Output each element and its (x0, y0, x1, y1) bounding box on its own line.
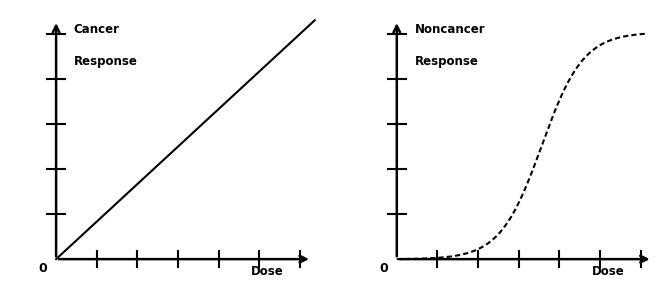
Text: 0: 0 (379, 262, 388, 275)
Text: 0: 0 (39, 262, 47, 275)
Text: Dose: Dose (251, 265, 284, 278)
Text: Noncancer: Noncancer (414, 23, 485, 36)
Text: Cancer: Cancer (73, 23, 120, 36)
Text: Response: Response (73, 55, 138, 68)
Text: Response: Response (414, 55, 478, 68)
Text: Dose: Dose (592, 265, 625, 278)
